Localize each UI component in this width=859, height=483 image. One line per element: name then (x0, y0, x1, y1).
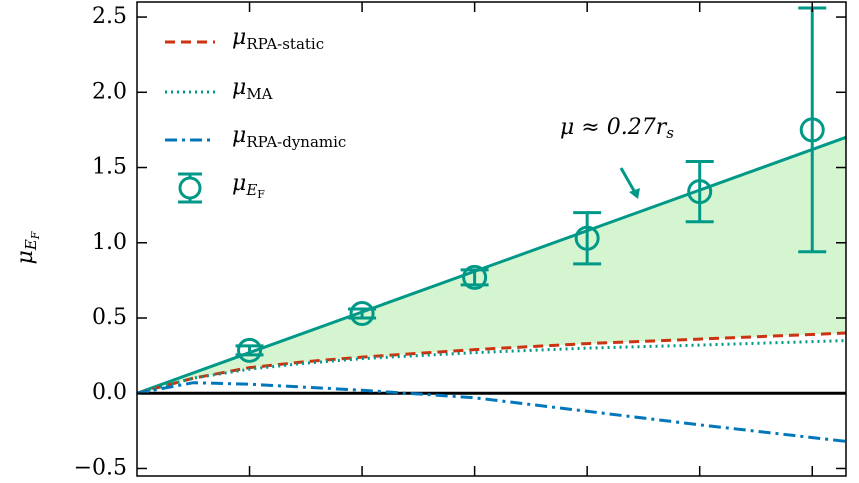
point (237, 337, 263, 363)
y-tick-label: 1.0 (92, 230, 127, 255)
y-tick-label: 0.5 (92, 305, 127, 330)
legend-label: μRPA-static (232, 25, 324, 53)
point (799, 117, 825, 143)
legend-name: μ (232, 25, 246, 50)
error-bar (573, 211, 602, 266)
series-line (136, 331, 847, 395)
legend-subscript: RPA-static (246, 35, 324, 53)
y-tick-label: −0.5 (74, 455, 127, 480)
series-line (136, 339, 847, 395)
error-bar (685, 160, 714, 224)
legend-subscript: RPA-dynamic (246, 133, 346, 151)
fit-line (136, 135, 847, 395)
annotation: μ ≈ 0.27rs (560, 115, 674, 142)
y-tick-label: 0.0 (92, 380, 127, 405)
legend-name: μ (232, 75, 246, 100)
annotation-arrow-head (629, 188, 640, 199)
point (349, 300, 375, 326)
point (687, 179, 713, 205)
legend-name: μ (232, 171, 246, 196)
legend-swatch (178, 176, 202, 200)
legend-name: μ (232, 123, 246, 148)
y-tick-label: 1.5 (92, 155, 127, 180)
legend-label: μMA (232, 75, 273, 103)
legend-subscript: E (245, 181, 257, 199)
legend-label: μRPA-dynamic (232, 123, 346, 151)
plot-frame (136, 1, 847, 477)
y-axis-label: μEF (13, 231, 42, 264)
legend-label: μEF (232, 171, 265, 201)
legend-subsubscript: F (257, 188, 265, 201)
y-tick-label: 2.5 (92, 4, 127, 29)
point (574, 225, 600, 251)
series-line (136, 381, 847, 443)
legend-subscript: MA (246, 85, 272, 103)
y-tick-label: 2.0 (92, 79, 127, 104)
point (462, 264, 488, 290)
